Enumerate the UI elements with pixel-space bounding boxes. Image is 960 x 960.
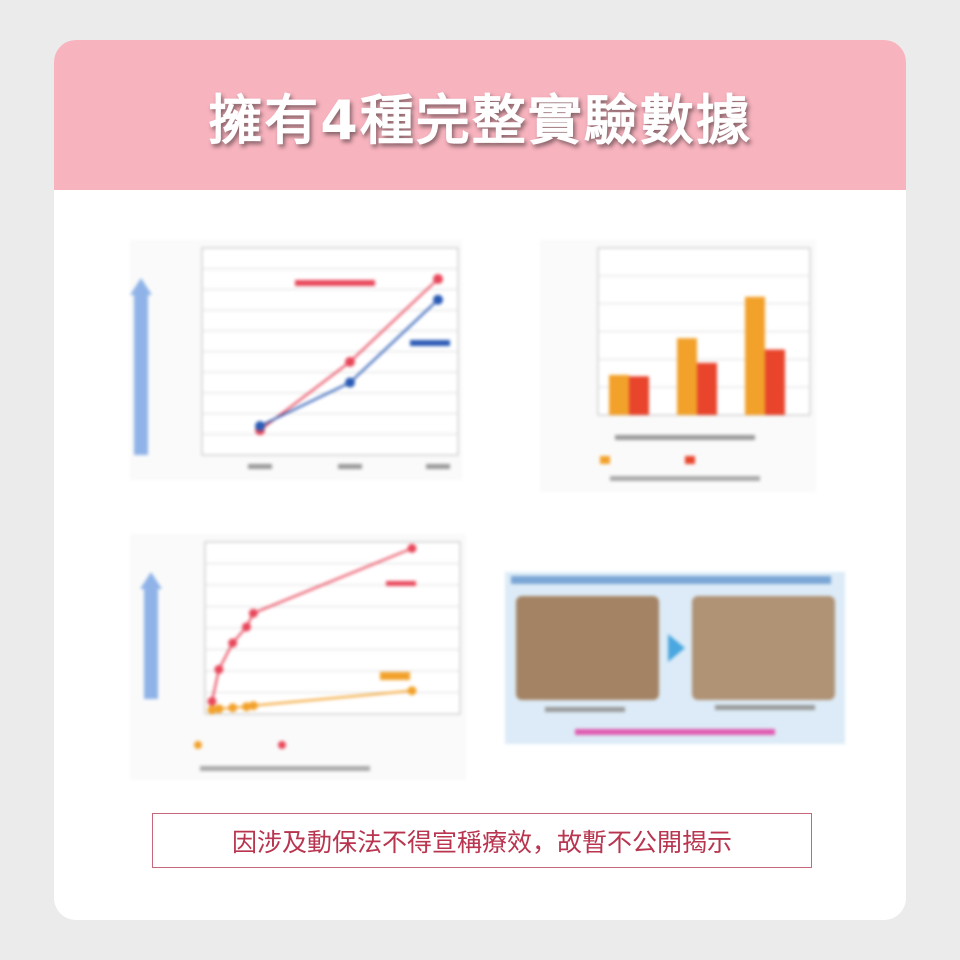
line-chart-figure-1 bbox=[130, 240, 462, 480]
disclaimer-text: 因涉及動保法不得宣稱療效，故暫不公開揭示 bbox=[231, 827, 732, 857]
page-title: 擁有4種完整實驗數據 bbox=[208, 88, 752, 152]
data-point bbox=[214, 665, 224, 674]
data-point bbox=[248, 608, 258, 618]
data-point bbox=[214, 704, 224, 714]
after-photo bbox=[692, 596, 835, 700]
up-arrow-head bbox=[130, 278, 152, 295]
x-tick-label bbox=[338, 464, 362, 469]
before-photo bbox=[516, 596, 659, 700]
bar-chart-figure bbox=[540, 240, 816, 492]
photo-label bbox=[715, 705, 815, 710]
caption bbox=[610, 476, 760, 481]
caption bbox=[200, 766, 370, 771]
bar bbox=[765, 349, 785, 415]
data-point bbox=[433, 294, 443, 305]
series-line bbox=[211, 547, 413, 702]
up-arrow-icon bbox=[144, 584, 158, 699]
photo-comparison-figure bbox=[505, 572, 845, 744]
up-arrow-icon bbox=[134, 290, 148, 455]
data-point bbox=[228, 703, 238, 713]
x-tick-label bbox=[248, 464, 272, 469]
data-point bbox=[207, 696, 217, 706]
bar bbox=[609, 374, 629, 415]
data-point bbox=[248, 701, 258, 711]
data-point bbox=[207, 705, 217, 715]
data-point bbox=[407, 543, 417, 553]
bar bbox=[745, 296, 765, 415]
legend-swatch bbox=[194, 741, 202, 749]
bar bbox=[677, 338, 697, 415]
series-label-red bbox=[295, 280, 375, 286]
data-point bbox=[241, 702, 251, 712]
series-label bbox=[380, 672, 410, 680]
series-label bbox=[386, 581, 416, 586]
legend-swatch bbox=[685, 456, 695, 464]
x-axis-label bbox=[615, 435, 755, 440]
bar bbox=[697, 362, 717, 415]
data-point bbox=[241, 622, 251, 632]
legend-swatch bbox=[278, 741, 286, 749]
x-tick-label bbox=[426, 464, 450, 469]
bar bbox=[629, 376, 649, 415]
series-label-blue bbox=[410, 340, 450, 346]
header-banner: 擁有4種完整實驗數據 bbox=[54, 40, 906, 190]
disclaimer-notice: 因涉及動保法不得宣稱療效，故暫不公開揭示 bbox=[152, 813, 812, 868]
caption-bar bbox=[511, 576, 831, 584]
data-point bbox=[433, 274, 443, 285]
pink-caption bbox=[575, 729, 775, 735]
right-arrow-icon bbox=[668, 634, 685, 662]
line-chart-figure-2 bbox=[130, 534, 466, 780]
data-point bbox=[345, 377, 355, 388]
data-point bbox=[407, 686, 417, 696]
data-point bbox=[345, 356, 355, 367]
photo-label bbox=[545, 707, 625, 712]
card: 擁有4種完整實驗數據 因涉及動保法不得宣稱療效，故暫不公開揭示 bbox=[54, 40, 906, 920]
up-arrow-head bbox=[140, 572, 162, 589]
data-point bbox=[228, 638, 238, 648]
data-point bbox=[255, 421, 265, 432]
legend-swatch bbox=[600, 456, 610, 464]
